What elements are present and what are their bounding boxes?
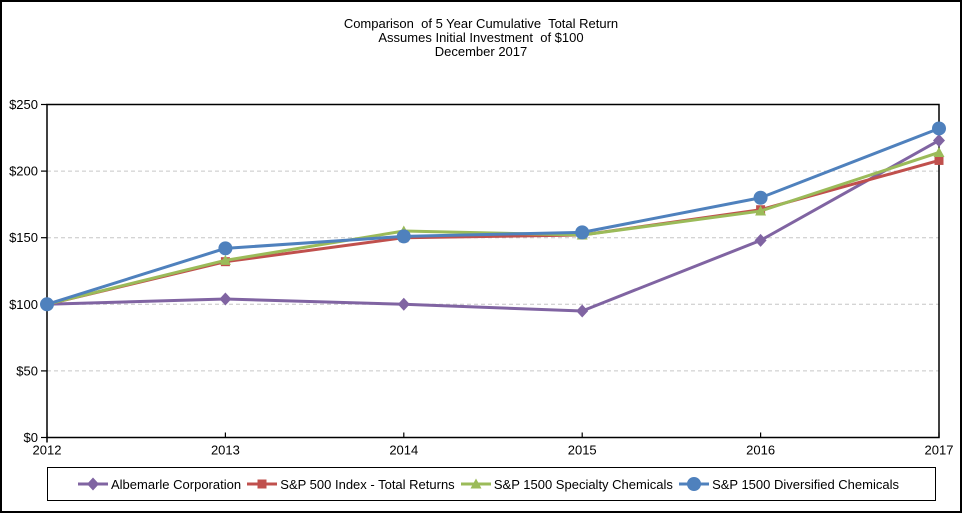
marker-triangle xyxy=(470,478,482,489)
legend-item-sp1500-diversified-chemicals: S&P 1500 Diversified Chemicals xyxy=(679,477,899,492)
legend-marker-circle-icon xyxy=(679,477,710,491)
legend-label: Albemarle Corporation xyxy=(111,476,242,492)
legend-label: S&P 1500 Specialty Chemicals xyxy=(493,476,673,492)
y-tick-label-0: $0 xyxy=(24,430,38,445)
marker-diamond xyxy=(933,133,945,147)
marker-diamond xyxy=(754,233,767,247)
plot-frame xyxy=(46,103,940,439)
chart-title-line-2: Assumes Initial Investment of $100 xyxy=(378,30,584,45)
marker-triangle xyxy=(755,205,767,216)
series-line xyxy=(46,151,940,306)
marker-diamond xyxy=(397,297,410,311)
series-circle xyxy=(40,121,946,312)
y-tick-label-250: $250 xyxy=(9,97,38,112)
marker-square xyxy=(934,155,944,165)
marker-circle xyxy=(687,477,702,491)
marker-square xyxy=(257,479,267,489)
legend-marker-triangle-icon xyxy=(460,478,491,489)
marker-diamond xyxy=(87,477,99,491)
series-diamond xyxy=(41,133,945,318)
x-tick-label-2014: 2014 xyxy=(389,443,418,458)
x-tick-label-2016: 2016 xyxy=(746,443,775,458)
x-tick-label-2012: 2012 xyxy=(33,443,62,458)
chart-title-line-3: December 2017 xyxy=(434,44,528,59)
marker-circle xyxy=(575,225,590,240)
legend-label: S&P 1500 Diversified Chemicals xyxy=(712,476,899,492)
series-line xyxy=(46,139,940,313)
marker-diamond xyxy=(219,292,232,306)
series-line xyxy=(46,127,940,306)
marker-circle xyxy=(932,121,946,136)
y-tick-label-50: $50 xyxy=(16,363,38,378)
chart-legend: Albemarle Corporation S&P 500 Index - To… xyxy=(47,467,936,501)
x-tick-label-2013: 2013 xyxy=(211,443,240,458)
y-tick-label-200: $200 xyxy=(9,164,38,179)
y-tick-label-150: $150 xyxy=(9,230,38,245)
legend-marker-diamond-icon xyxy=(78,477,108,491)
x-tick-label-2015: 2015 xyxy=(568,443,597,458)
marker-circle xyxy=(753,190,768,205)
marker-circle xyxy=(396,229,411,244)
legend-item-sp1500-specialty-chemicals: S&P 1500 Specialty Chemicals xyxy=(460,476,673,492)
marker-diamond xyxy=(576,304,589,318)
marker-circle xyxy=(40,297,54,312)
legend-item-albemarle-corporation: Albemarle Corporation xyxy=(78,477,241,492)
legend-label: S&P 500 Index - Total Returns xyxy=(280,476,455,492)
chart-title-line-1: Comparison of 5 Year Cumulative Total Re… xyxy=(343,16,619,31)
x-tick-label-2017: 2017 xyxy=(925,443,954,458)
marker-triangle xyxy=(933,146,945,157)
marker-triangle xyxy=(219,254,231,265)
legend-item-sp500-total-returns: S&P 500 Index - Total Returns xyxy=(247,476,455,492)
y-tick-label-100: $100 xyxy=(9,297,38,312)
marker-circle xyxy=(218,241,233,256)
legend-marker-square-icon xyxy=(247,479,278,489)
chart-title: Comparison of 5 Year Cumulative Total Re… xyxy=(2,17,960,59)
